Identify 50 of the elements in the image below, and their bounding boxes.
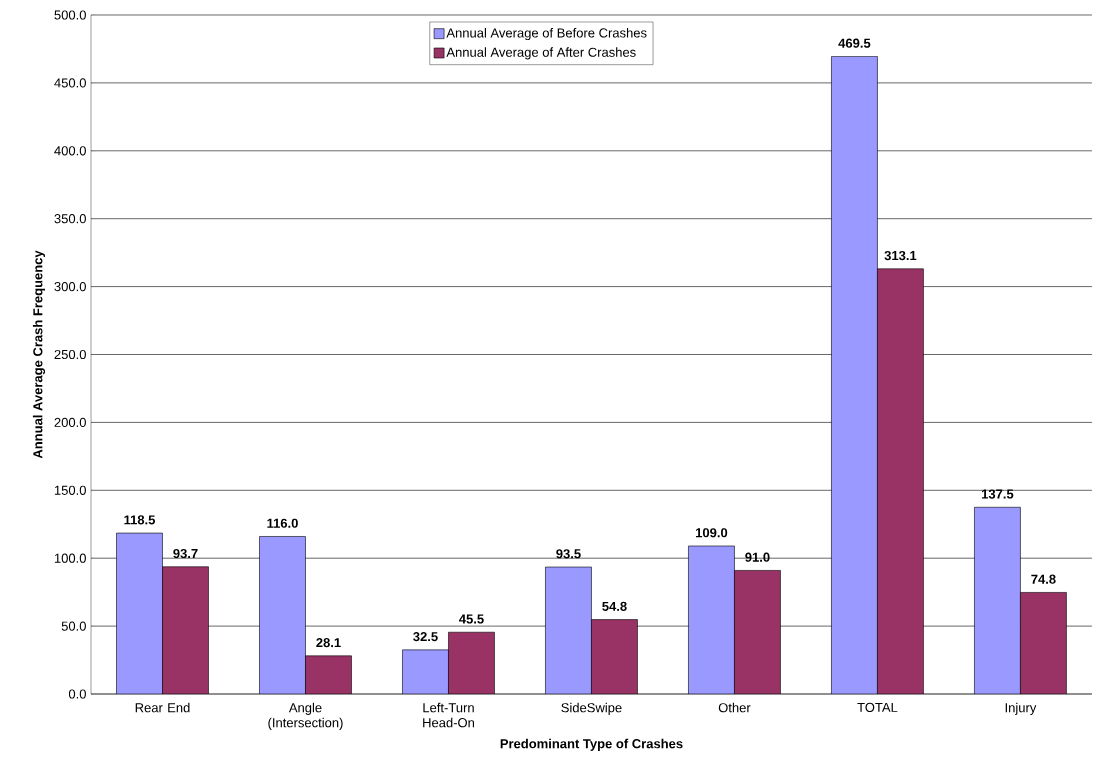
y-tick-label: 150.0 — [54, 485, 86, 495]
bar — [305, 655, 352, 694]
y-tick-label: 0.0 — [68, 689, 86, 699]
bar — [734, 570, 781, 694]
bar — [116, 532, 163, 694]
bar — [545, 566, 592, 694]
data-label: 93.7 — [173, 548, 198, 559]
x-tick-label: Rear End — [135, 702, 190, 713]
x-tick-label: Left-Turn Head-On — [423, 702, 474, 728]
data-label: 116.0 — [267, 518, 298, 528]
data-label: 45.5 — [459, 614, 484, 624]
x-tick-label: Injury — [1005, 702, 1037, 715]
data-label: 54.8 — [602, 601, 627, 611]
y-tick-label: 400.0 — [54, 146, 86, 156]
bar — [591, 619, 638, 694]
data-label: 74.8 — [1031, 574, 1056, 584]
y-tick-label: 200.0 — [54, 417, 86, 427]
data-label: 109.0 — [696, 528, 728, 538]
data-label: 313.1 — [884, 250, 917, 261]
bar — [1020, 592, 1067, 694]
y-tick-label: 50.0 — [61, 621, 86, 631]
data-label: 91.0 — [745, 552, 770, 562]
data-label: 28.1 — [316, 638, 341, 648]
x-tick-label: TOTAL — [857, 702, 898, 712]
x-tick-label: Angle (Intersection) — [268, 702, 343, 730]
x-tick-label: Other — [718, 702, 751, 713]
x-tick-label: SideSwipe — [561, 702, 622, 715]
data-label: 93.5 — [556, 549, 581, 559]
bar — [402, 649, 449, 694]
bar — [974, 506, 1021, 694]
y-axis-title: Annual Average Crash Frequency — [32, 250, 46, 459]
x-axis-title: Predominant Type of Crashes — [500, 738, 683, 751]
y-tick-label: 350.0 — [54, 214, 86, 224]
y-tick-label: 450.0 — [54, 78, 86, 88]
bar — [259, 536, 306, 694]
bar — [831, 56, 878, 694]
y-tick-label: 300.0 — [54, 281, 86, 292]
bar — [877, 268, 924, 694]
data-label: 118.5 — [124, 515, 156, 525]
data-label: 32.5 — [413, 632, 438, 642]
y-tick-label: 100.0 — [54, 553, 86, 563]
bar — [688, 545, 735, 694]
legend-label: Annual Average of After Crashes — [446, 47, 636, 60]
bar — [162, 566, 209, 694]
legend-label: Annual Average of Before Crashes — [446, 27, 647, 41]
data-label: 469.5 — [838, 38, 871, 48]
y-tick-label: 250.0 — [54, 349, 86, 360]
bar — [448, 631, 495, 694]
data-label: 137.5 — [981, 489, 1014, 499]
y-tick-label: 500.0 — [54, 10, 86, 20]
